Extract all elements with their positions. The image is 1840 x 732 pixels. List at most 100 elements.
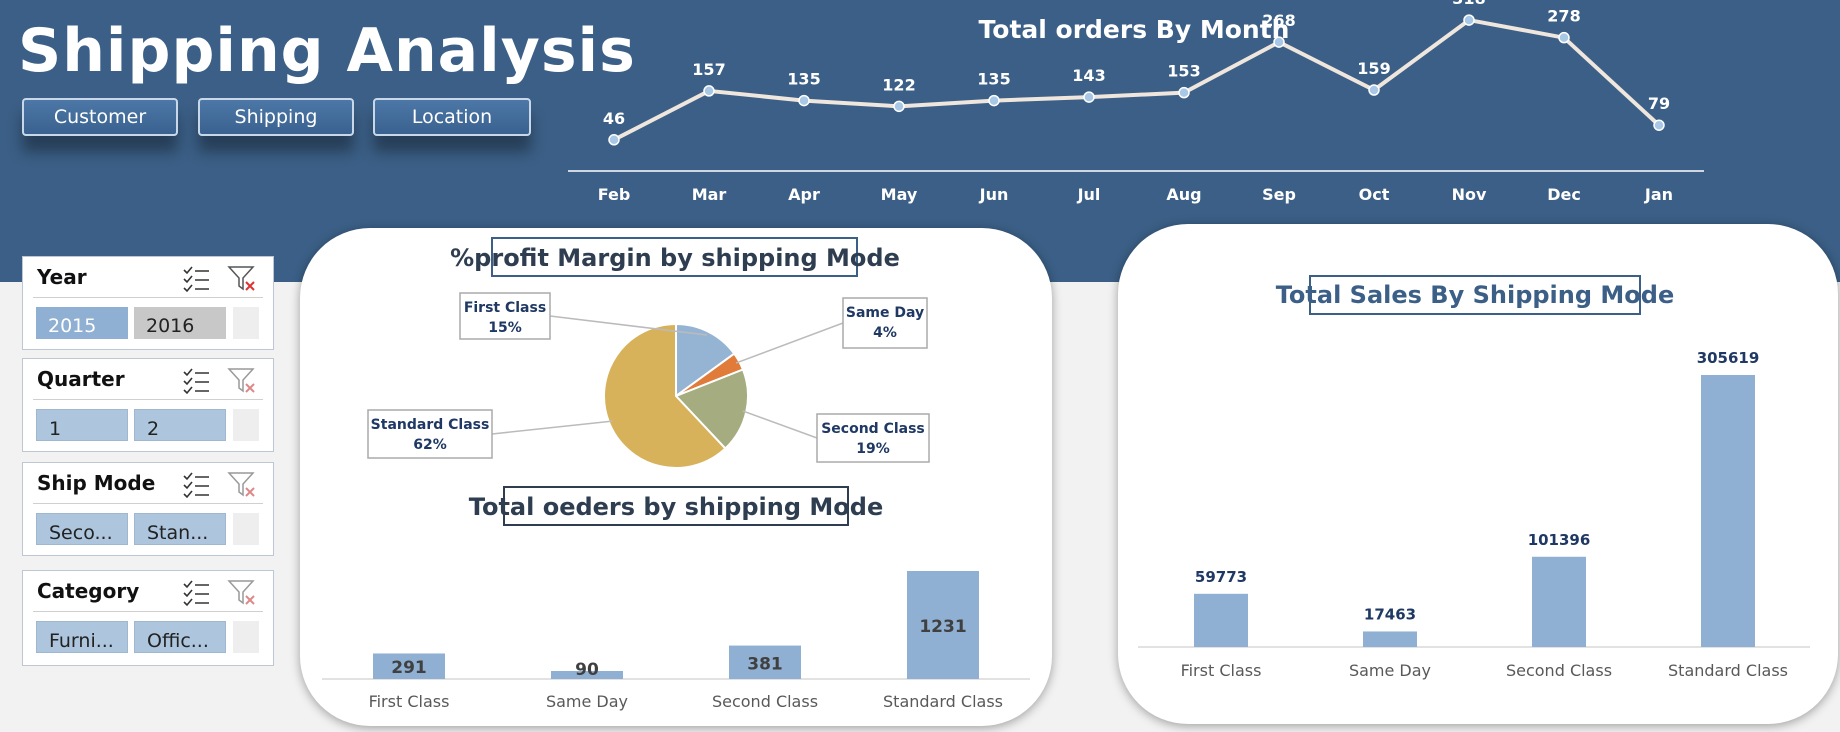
line-tick-label: Dec: [1547, 185, 1581, 204]
sales-bar: [1194, 593, 1248, 647]
slicer-chip-furniture[interactable]: Furni...: [36, 621, 128, 653]
sales-title-box: [1309, 275, 1641, 315]
line-tick-label: Sep: [1262, 185, 1296, 204]
line-point: [608, 134, 620, 146]
slicer-chip-blank[interactable]: [233, 513, 259, 545]
orders-tick-label: Second Class: [712, 692, 818, 711]
pie-chart-title: %profit Margin by shipping Mode: [450, 244, 900, 272]
clear-filter-icon[interactable]: [227, 263, 257, 293]
pie-label-name: First Class: [464, 300, 546, 316]
slicer-chip-2016[interactable]: 2016: [134, 307, 226, 339]
pie-label-box: [842, 297, 928, 349]
shipping-button[interactable]: Shipping: [198, 98, 354, 136]
clear-filter-icon[interactable]: [227, 469, 257, 499]
line-chart-title: Total orders By Month: [979, 15, 1290, 44]
line-tick-label: Jan: [1644, 185, 1673, 204]
line-tick-label: Aug: [1166, 185, 1201, 204]
line-data-label: 135: [787, 70, 820, 89]
line-data-label: 278: [1547, 7, 1580, 26]
orders-data-label: 90: [575, 660, 599, 680]
sales-data-label: 305619: [1697, 349, 1760, 367]
orders-tick-label: Standard Class: [883, 692, 1003, 711]
sales-bar: [1532, 556, 1586, 647]
sales-chart-title: Total Sales By Shipping Mode: [1276, 281, 1674, 309]
line-point: [1273, 36, 1285, 48]
sales-bar-chart: 59773 First Class 17463 Same Day 101396 Secon…: [1138, 349, 1810, 680]
line-point: [1558, 31, 1570, 44]
pie-label-name: Same Day: [846, 305, 924, 321]
clear-filter-icon[interactable]: [227, 365, 257, 395]
slicer-chip-2015[interactable]: 2015: [36, 307, 128, 339]
pie-label-value: 19%: [856, 441, 890, 457]
slicer-chip-blank[interactable]: [233, 621, 259, 653]
sales-tick-label: Standard Class: [1668, 661, 1788, 680]
sales-data-label: 101396: [1528, 531, 1591, 549]
divider: [33, 399, 263, 400]
divider: [33, 611, 263, 612]
line-point: [893, 100, 905, 113]
clear-filter-icon[interactable]: [227, 577, 257, 607]
pie-leader-line: [742, 410, 818, 439]
line-point: [1653, 119, 1665, 131]
line-data-label: 135: [977, 70, 1010, 89]
orders-bar: [551, 671, 623, 679]
slicer-chip-q2[interactable]: 2: [134, 409, 226, 441]
line-tick-label: Mar: [692, 185, 727, 204]
line-data-label: 79: [1648, 94, 1670, 113]
line-point: [1463, 14, 1475, 26]
line-data-label: 143: [1072, 66, 1105, 85]
line-tick-label: Oct: [1359, 185, 1390, 204]
sales-data-label: 59773: [1195, 568, 1247, 586]
orders-title-box: [503, 486, 849, 526]
slicer-year: Year 2015 2016: [22, 256, 274, 350]
orders-bar: [907, 571, 979, 679]
customer-button[interactable]: Customer: [22, 98, 178, 136]
location-button[interactable]: Location: [373, 98, 531, 136]
orders-data-label: 291: [391, 658, 427, 678]
slicer-ship-mode: Ship Mode Seco... Stan...: [22, 462, 274, 556]
slicer-chip-office[interactable]: Offic...: [134, 621, 226, 653]
line-point: [703, 85, 715, 97]
line-chart: 46 Feb 157 Mar 135 Apr 122 May 135 Jun 143 Jul 153 Au…: [568, 0, 1704, 204]
orders-data-label: 1231: [919, 617, 966, 637]
slicer-title: Ship Mode: [37, 471, 156, 495]
slicer-title: Year: [37, 265, 87, 289]
sales-bar: [1363, 631, 1417, 647]
multi-select-icon[interactable]: [181, 263, 211, 293]
line-data-label: 46: [603, 109, 625, 128]
line-data-label: 268: [1262, 11, 1295, 30]
orders-line: [613, 17, 1661, 142]
page-title: Shipping Analysis: [18, 16, 636, 86]
pie-label-box: [816, 413, 930, 463]
multi-select-icon[interactable]: [181, 365, 211, 395]
multi-select-icon[interactable]: [181, 577, 211, 607]
orders-bar: [373, 653, 445, 679]
line-tick-label: Jul: [1077, 185, 1101, 204]
pie-label-name: Second Class: [821, 421, 925, 437]
line-data-label: 122: [882, 75, 915, 94]
pie-title-box: [491, 237, 858, 277]
sales-tick-label: First Class: [1181, 661, 1262, 680]
pie-label-value: 4%: [873, 325, 897, 341]
orders-tick-label: Same Day: [546, 692, 628, 711]
pie-leader-line: [735, 322, 844, 364]
multi-select-icon[interactable]: [181, 469, 211, 499]
sales-data-label: 17463: [1364, 605, 1416, 623]
line-point: [1178, 86, 1190, 99]
line-point: [1083, 91, 1095, 103]
slicer-chip-blank[interactable]: [233, 409, 259, 441]
slicer-chip-q1[interactable]: 1: [36, 409, 128, 441]
orders-tick-label: First Class: [369, 692, 450, 711]
slicer-chip-second[interactable]: Seco...: [36, 513, 128, 545]
pie-label-name: Standard Class: [371, 417, 490, 433]
line-tick-label: Nov: [1452, 185, 1487, 204]
slicer-chip-blank[interactable]: [233, 307, 259, 339]
divider: [33, 297, 263, 298]
line-point: [798, 94, 810, 107]
slicer-category: Category Furni... Offic...: [22, 570, 274, 666]
slicer-chip-standard[interactable]: Stan...: [134, 513, 226, 545]
slicer-title: Category: [37, 579, 140, 603]
sales-tick-label: Second Class: [1506, 661, 1612, 680]
sales-bar: [1701, 375, 1755, 647]
